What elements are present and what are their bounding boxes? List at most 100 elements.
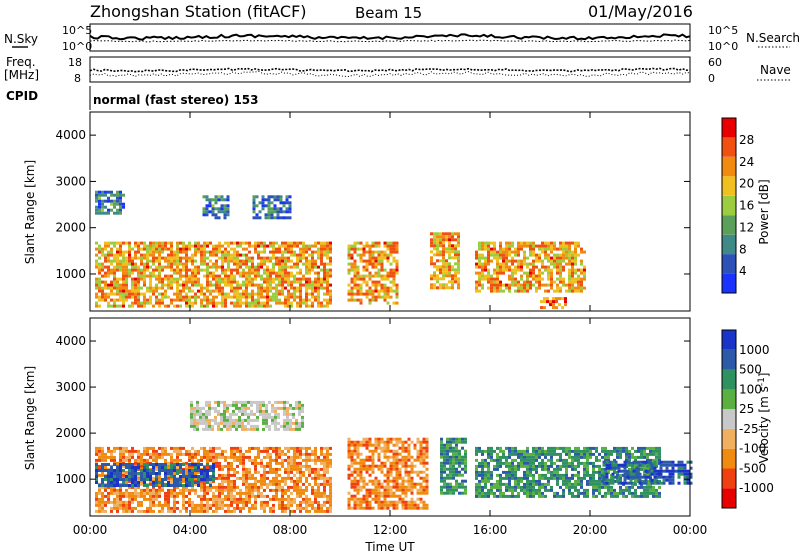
echo-cell [238, 421, 241, 425]
echo-cell [143, 484, 146, 487]
echo-cell [98, 289, 101, 293]
echo-cell [529, 247, 532, 251]
echo-cell [98, 491, 101, 495]
echo-cell [269, 506, 272, 510]
echo-cell [248, 458, 251, 462]
echo-cell [170, 509, 173, 513]
echo-cell [227, 280, 230, 284]
echo-cell [305, 503, 308, 507]
echo-cell [407, 476, 411, 480]
echo-cell [149, 503, 152, 507]
echo-cell [197, 283, 200, 287]
echo-cell [448, 268, 451, 272]
echo-cell [353, 482, 357, 486]
echo-cell [119, 250, 122, 254]
echo-cell [499, 461, 502, 465]
echo-cell [217, 403, 220, 407]
echo-cell [458, 437, 461, 441]
echo-cell [299, 289, 302, 293]
echo-cell [508, 449, 511, 453]
echo-cell [553, 280, 556, 284]
echo-cell [212, 253, 215, 257]
echo-cell [155, 268, 158, 272]
echo-cell [377, 244, 381, 248]
echo-cell [529, 280, 532, 284]
echo-cell [113, 478, 116, 481]
echo-cell [137, 485, 140, 489]
sky-tick-right-bottom: 10^0 [708, 40, 738, 53]
echo-cell [449, 473, 452, 477]
echo-cell [226, 195, 230, 199]
echo-cell [287, 449, 290, 453]
echo-cell [167, 253, 170, 257]
echo-cell [203, 292, 206, 296]
echo-cell [269, 458, 272, 462]
echo-cell [110, 304, 113, 308]
echo-cell [475, 253, 478, 257]
echo-cell [209, 479, 212, 483]
echo-cell [326, 253, 329, 257]
echo-cell [206, 286, 209, 290]
echo-cell [209, 497, 212, 501]
echo-cell [155, 256, 158, 260]
echo-cell [286, 412, 289, 416]
echo-cell [98, 286, 101, 290]
echo-cell [110, 283, 113, 287]
echo-cell [278, 244, 281, 248]
echo-cell [392, 476, 396, 480]
echo-cell [389, 503, 393, 507]
echo-cell [131, 475, 134, 478]
echo-cell [107, 271, 110, 275]
echo-cell [386, 292, 390, 296]
echo-cell [220, 210, 224, 214]
echo-cell [392, 301, 396, 305]
echo-cell [398, 470, 402, 474]
echo-cell [514, 494, 517, 498]
echo-cell [436, 238, 439, 242]
echo-cell [226, 213, 230, 217]
echo-cell [226, 409, 229, 413]
echo-cell [116, 500, 119, 504]
echo-cell [422, 446, 426, 450]
echo-cell [251, 280, 254, 284]
echo-cell [250, 400, 253, 404]
echo-cell [242, 500, 245, 504]
echo-cell [263, 295, 266, 299]
echo-cell [308, 464, 311, 468]
echo-cell [239, 506, 242, 510]
echo-cell [395, 283, 399, 287]
echo-cell [272, 446, 275, 450]
echo-cell [290, 301, 293, 305]
echo-cell [254, 461, 257, 465]
echo-cell [107, 469, 110, 472]
echo-cell [433, 274, 436, 278]
echo-cell [395, 271, 399, 275]
echo-cell [164, 484, 167, 487]
echo-cell [580, 250, 583, 254]
echo-cell [487, 491, 490, 495]
echo-cell [202, 406, 205, 410]
echo-cell [119, 268, 122, 272]
echo-cell [146, 475, 149, 478]
echo-cell [371, 449, 375, 453]
echo-cell [362, 464, 366, 468]
echo-cell [293, 473, 296, 477]
echo-cell [320, 446, 323, 450]
echo-cell [248, 301, 251, 305]
echo-cell [125, 289, 128, 293]
echo-cell [404, 479, 408, 483]
echo-cell [353, 461, 357, 465]
echo-cell [270, 195, 274, 199]
echo-cell [457, 244, 460, 248]
echo-cell [383, 292, 387, 296]
echo-cell [128, 484, 131, 487]
echo-cell [214, 406, 217, 410]
echo-cell [350, 479, 354, 483]
echo-cell [419, 497, 423, 501]
echo-cell [389, 500, 393, 504]
echo-cell [176, 469, 179, 472]
echo-cell [191, 472, 194, 475]
echo-cell [523, 449, 526, 453]
echo-cell [526, 256, 529, 260]
